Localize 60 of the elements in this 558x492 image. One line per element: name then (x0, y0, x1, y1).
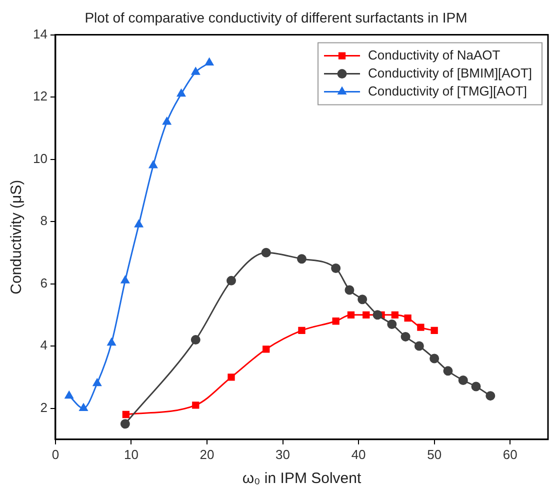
point (296, 254, 306, 264)
point (458, 376, 468, 386)
point (391, 311, 399, 318)
y-tick-label: 2 (40, 400, 48, 415)
y-tick-label: 4 (40, 338, 48, 353)
point (190, 335, 200, 345)
y-tick-label: 14 (32, 26, 48, 42)
point (347, 311, 355, 318)
point (362, 311, 370, 318)
x-tick-label: 30 (276, 446, 290, 462)
point (443, 366, 453, 376)
point (471, 382, 481, 392)
point (162, 117, 172, 125)
legend-label: Conductivity of NaAOT (368, 47, 500, 62)
x-tick-label: 0 (52, 446, 60, 462)
x-tick-label: 10 (124, 446, 138, 462)
point (191, 67, 200, 75)
point (486, 391, 496, 401)
point (344, 285, 354, 295)
x-tick-label: 50 (427, 446, 442, 462)
point (228, 374, 235, 381)
x-axis-title: ω₀ in IPM Solvent (242, 470, 362, 488)
point (404, 314, 412, 322)
point (372, 310, 382, 320)
point (414, 341, 424, 351)
y-tick-label: 6 (40, 275, 48, 290)
point (120, 276, 130, 284)
y-tick-label: 12 (32, 88, 48, 104)
x-tick-label: 40 (351, 446, 366, 462)
point (262, 346, 270, 353)
point (205, 58, 214, 66)
point (358, 294, 368, 304)
y-tick-label: 8 (40, 213, 48, 228)
y-axis-title: Conductivity (μS) (8, 180, 26, 294)
point (387, 319, 397, 329)
point (331, 263, 341, 273)
point (400, 332, 410, 342)
point (177, 89, 186, 97)
point (92, 378, 102, 386)
point (417, 324, 424, 331)
point (298, 326, 306, 334)
point (430, 326, 438, 334)
point (134, 220, 144, 228)
point (79, 404, 88, 412)
legend-label: Conductivity of [BMIM][AOT] (368, 65, 532, 80)
legend-label: Conductivity of [TMG][AOT] (368, 83, 527, 98)
point (148, 160, 158, 168)
x-tick-label: 20 (200, 446, 214, 462)
point (64, 391, 74, 399)
y-tick-label: 10 (32, 150, 48, 166)
point (107, 338, 116, 346)
point (120, 419, 130, 429)
x-tick-label: 60 (502, 446, 518, 462)
chart-title: Plot of comparative conductivity of different surfactants in IPM (84, 9, 468, 26)
point (226, 276, 236, 286)
point (430, 354, 440, 364)
point (332, 318, 340, 325)
point (192, 402, 200, 409)
point (122, 410, 130, 418)
point (261, 248, 271, 258)
